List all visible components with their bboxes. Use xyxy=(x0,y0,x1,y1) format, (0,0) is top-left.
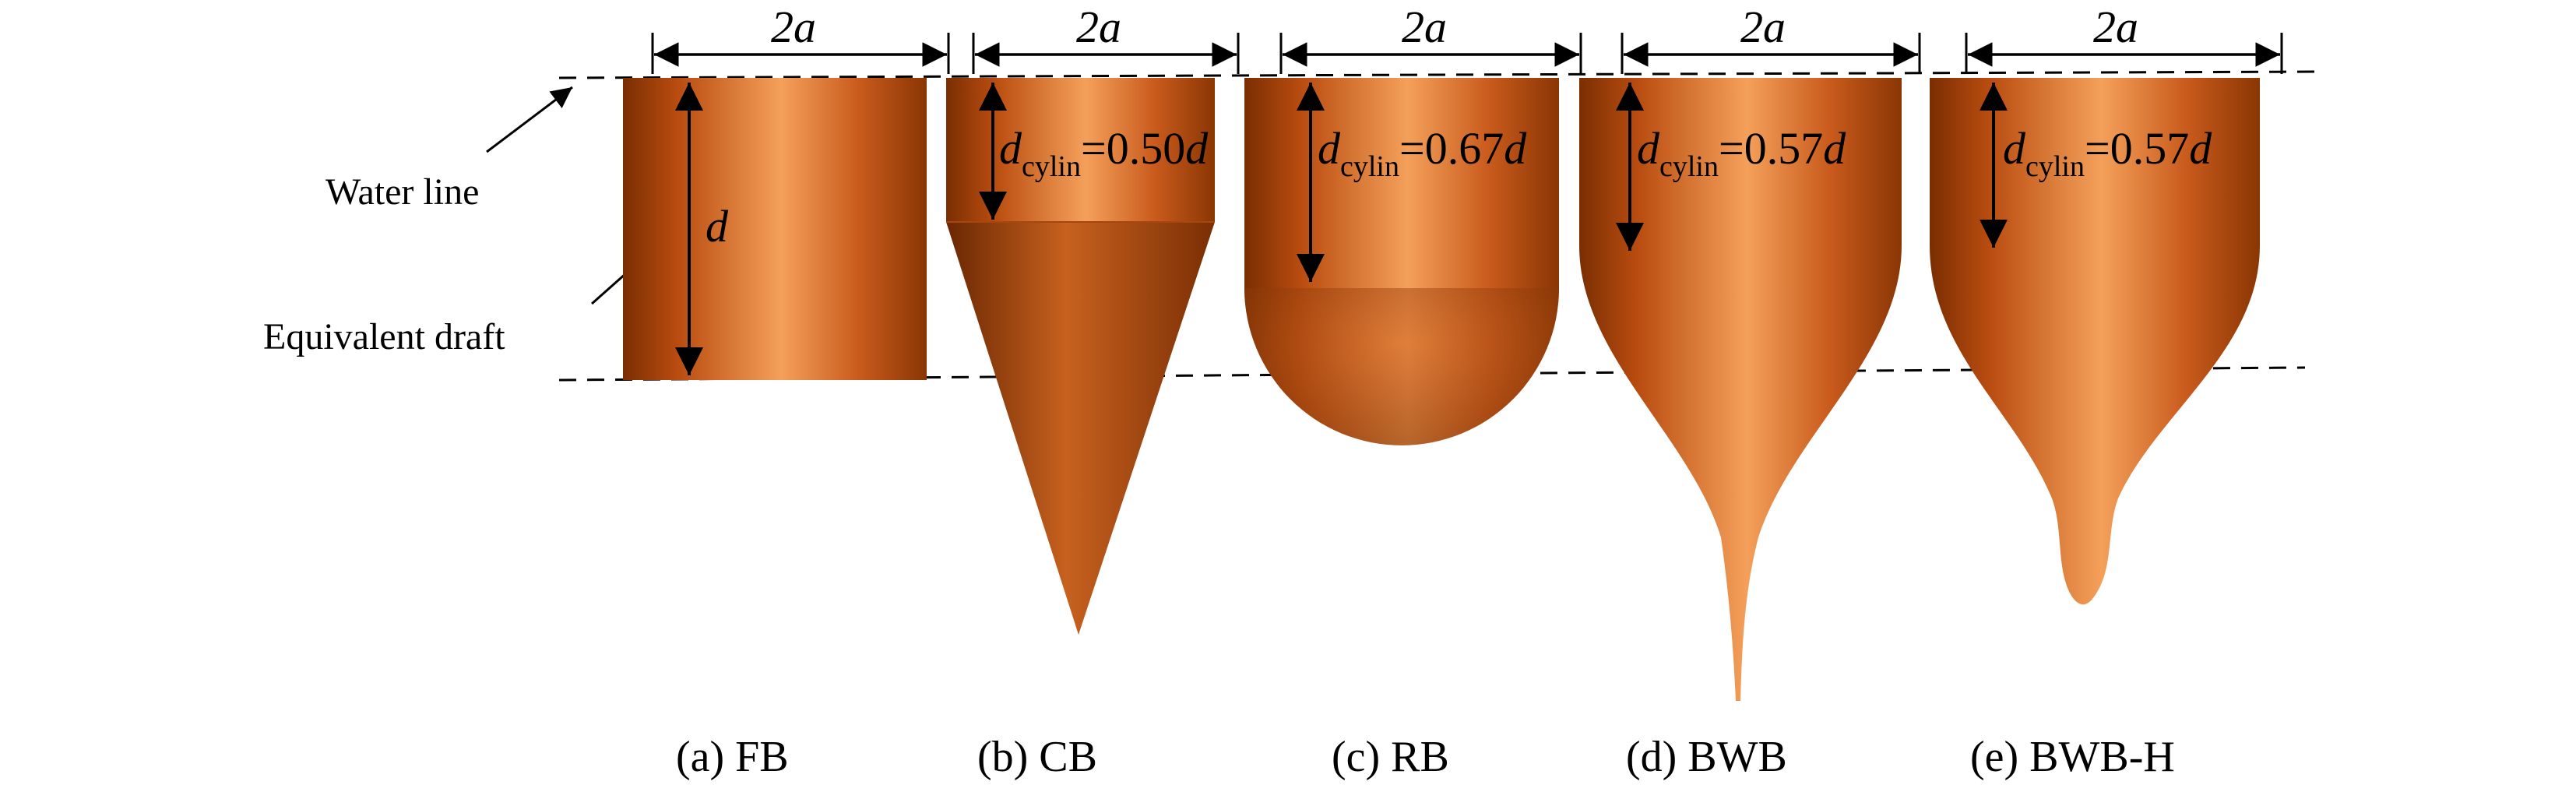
draft-symbol: d xyxy=(706,201,729,252)
caption-rb: (c) RB xyxy=(1332,733,1449,781)
buoy-bwb-h xyxy=(1930,78,2260,605)
caption-bwb-h: (e) BWB-H xyxy=(1970,733,2175,781)
water-line-dashed xyxy=(558,70,2321,79)
caption-fb: (a) FB xyxy=(676,733,789,781)
width-label: 2a xyxy=(2093,2,2138,52)
caption-cb: (b) CB xyxy=(977,733,1097,781)
water-line-pointer xyxy=(486,86,573,153)
width-dimensions: 2a 2a 2a 2a 2a xyxy=(651,2,2283,74)
water-line-label: Water line xyxy=(326,171,479,213)
width-label: 2a xyxy=(771,2,816,52)
cylinder-depth-label-bwb-h: dcylin=0.57d xyxy=(2003,123,2212,183)
buoy-fb: d xyxy=(623,78,927,380)
caption-bwb: (d) BWB xyxy=(1626,733,1787,781)
width-label: 2a xyxy=(1076,2,1121,52)
width-label: 2a xyxy=(1740,2,1786,52)
cylinder-depth-label-cb: dcylin=0.50d xyxy=(999,123,1209,183)
cylinder-depth-label-rb: dcylin=0.67d xyxy=(1318,123,1527,183)
cylinder-depth-label-bwb: dcylin=0.57d xyxy=(1637,123,1846,183)
width-label: 2a xyxy=(1402,2,1447,52)
buoy-rb xyxy=(1244,78,1559,445)
buoy-bwb xyxy=(1579,78,1902,701)
buoy-cb xyxy=(946,78,1215,635)
equivalent-draft-label: Equivalent draft xyxy=(263,316,505,357)
